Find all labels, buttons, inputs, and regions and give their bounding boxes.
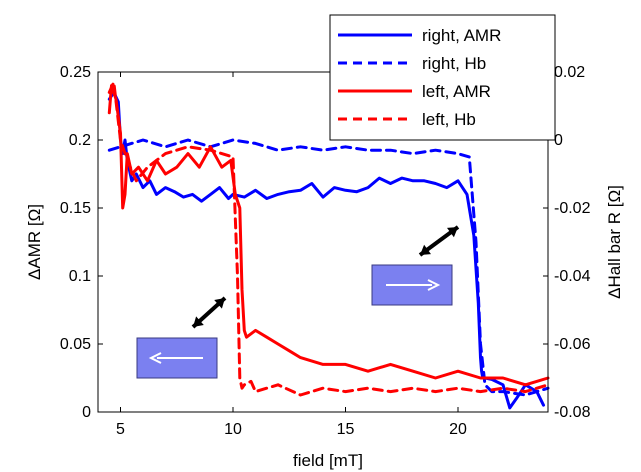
double-arrow-right-head-2 [420,244,431,255]
x-tick-label: 10 [224,421,242,438]
y2-tick-label: -0.04 [554,268,591,285]
y-tick-label: 0.25 [60,64,91,81]
double-arrow-left-head-2 [193,316,204,327]
x-tick-label: 5 [116,421,125,438]
y-axis-label: ΔAMR [Ω] [25,204,44,280]
legend-label-3: left, AMR [422,82,491,101]
x-tick-label: 15 [337,421,355,438]
y-tick-label: 0.1 [69,268,91,285]
legend-label-4: left, Hb [422,110,476,129]
y-tick-label: 0.2 [69,132,91,149]
x-tick-label: 20 [449,421,467,438]
y2-tick-label: 0 [554,132,563,149]
axes: 5 10 15 20 0 0.05 0.1 0.15 0.2 0.25 -0.08 -0.06 -0.0… [60,64,591,438]
annotations [136,225,460,379]
legend-label-1: right, AMR [422,26,501,45]
magnet-box-right-arrow-head [427,279,441,291]
legend: right, AMR right, Hb left, AMR left, Hb [329,14,556,141]
series-line-2 [107,138,550,397]
y2-axis-label: ΔHall bar R [Ω] [605,185,624,299]
y-tick-label: 0 [82,404,91,421]
series-line-1 [107,90,545,410]
double-arrow-left-head-1 [214,298,225,309]
series-line-4 [107,80,550,397]
y2-tick-label: -0.06 [554,336,591,353]
y2-tick-label: -0.08 [554,404,591,421]
y-tick-label: 0.15 [60,200,91,217]
y2-tick-label: -0.02 [554,200,591,217]
legend-label-2: right, Hb [422,54,486,73]
y2-tick-label: 0.02 [554,64,585,81]
magnet-box-left-arrow-head [148,352,162,364]
series-layer [107,80,550,410]
y-tick-label: 0.05 [60,336,91,353]
axes-frame [97,71,549,413]
double-arrow-right-head-1 [447,227,458,238]
x-axis-label: field [mT] [293,451,363,470]
